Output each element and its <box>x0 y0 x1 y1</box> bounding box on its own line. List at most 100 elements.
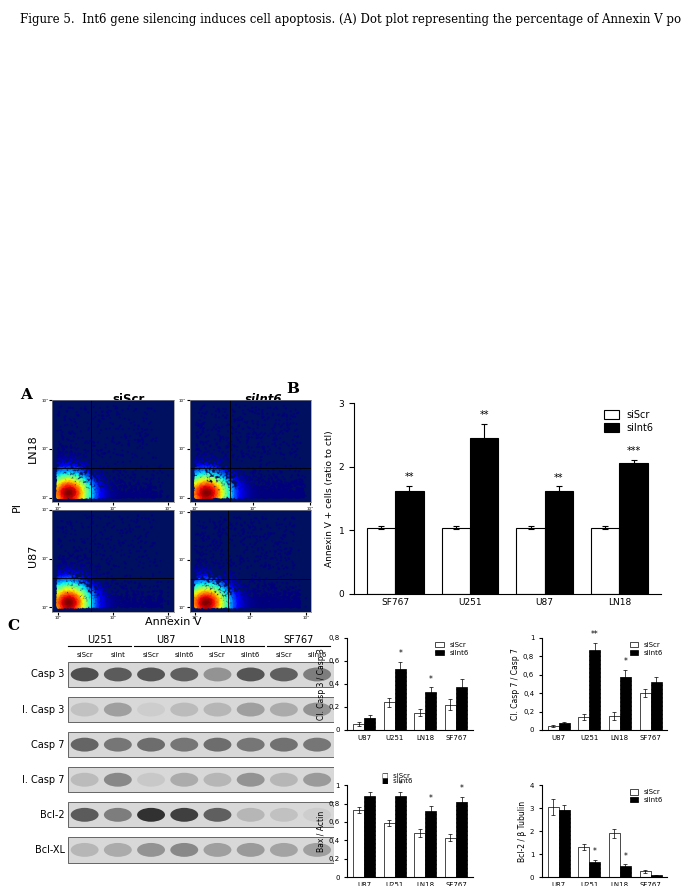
Bar <box>456 688 467 730</box>
Bar <box>548 727 558 730</box>
Bar <box>650 875 661 877</box>
Ellipse shape <box>104 667 132 681</box>
Ellipse shape <box>71 808 99 821</box>
Ellipse shape <box>303 738 331 751</box>
Ellipse shape <box>71 738 99 751</box>
Text: siScr: siScr <box>112 392 145 406</box>
Text: *: * <box>624 657 627 666</box>
Y-axis label: Cl. Casp 3 / Casp 3: Cl. Casp 3 / Casp 3 <box>317 648 326 719</box>
Bar <box>589 862 601 877</box>
Text: Figure 5.  Int6 gene silencing induces cell apoptosis. (A) Dot plot representing: Figure 5. Int6 gene silencing induces ce… <box>20 13 681 27</box>
Text: *: * <box>429 675 433 684</box>
Bar <box>426 811 437 877</box>
Text: siInt6: siInt6 <box>244 392 282 406</box>
Ellipse shape <box>137 773 165 787</box>
Ellipse shape <box>170 808 198 821</box>
Bar <box>353 810 364 877</box>
Bar <box>445 837 456 877</box>
Text: ***: *** <box>627 447 641 456</box>
Bar <box>620 677 631 730</box>
Text: Bcl-2: Bcl-2 <box>40 810 65 820</box>
Ellipse shape <box>104 843 132 857</box>
Text: U251: U251 <box>86 635 112 645</box>
Ellipse shape <box>237 808 265 821</box>
Bar <box>364 797 375 877</box>
Bar <box>68 767 334 792</box>
Text: *: * <box>460 784 464 794</box>
Ellipse shape <box>204 808 232 821</box>
Ellipse shape <box>137 808 165 821</box>
Ellipse shape <box>303 773 331 787</box>
Bar <box>609 716 620 730</box>
Ellipse shape <box>204 843 232 857</box>
Y-axis label: Bax / Actin: Bax / Actin <box>317 811 326 851</box>
Text: **: ** <box>405 472 414 482</box>
Text: *: * <box>593 847 597 856</box>
Ellipse shape <box>137 667 165 681</box>
Text: U87: U87 <box>28 545 38 567</box>
Ellipse shape <box>204 738 232 751</box>
Bar <box>620 463 648 594</box>
Ellipse shape <box>71 843 99 857</box>
Bar <box>609 834 620 877</box>
Ellipse shape <box>270 667 298 681</box>
Bar <box>639 872 650 877</box>
Text: B: B <box>287 382 300 395</box>
Bar <box>395 491 424 594</box>
Ellipse shape <box>237 773 265 787</box>
Bar <box>545 491 573 594</box>
Ellipse shape <box>71 773 99 787</box>
Ellipse shape <box>270 808 298 821</box>
Bar <box>68 802 334 828</box>
Text: **: ** <box>554 472 564 483</box>
Ellipse shape <box>71 703 99 717</box>
Bar <box>456 802 467 877</box>
Text: Annexin V: Annexin V <box>146 617 202 626</box>
Text: *: * <box>624 851 627 860</box>
Ellipse shape <box>270 843 298 857</box>
Bar <box>414 833 426 877</box>
Bar <box>445 704 456 730</box>
Text: *: * <box>398 649 402 658</box>
Ellipse shape <box>303 808 331 821</box>
Text: □  siScr: □ siScr <box>383 772 411 778</box>
Bar <box>383 823 395 877</box>
Ellipse shape <box>170 843 198 857</box>
Bar <box>639 693 650 730</box>
Ellipse shape <box>137 738 165 751</box>
Y-axis label: Cl. Casp 7 / Casp 7: Cl. Casp 7 / Casp 7 <box>511 648 520 719</box>
Text: SF767: SF767 <box>284 635 314 645</box>
Bar <box>353 724 364 730</box>
Bar <box>68 732 334 758</box>
Bar <box>650 682 661 730</box>
Text: *: * <box>429 794 433 803</box>
Text: **: ** <box>591 630 599 639</box>
Text: *: * <box>398 780 402 789</box>
Text: siInt: siInt <box>110 652 125 658</box>
Text: siScr: siScr <box>143 652 159 658</box>
Bar <box>395 797 406 877</box>
Bar <box>558 811 570 877</box>
Bar <box>364 719 375 730</box>
Ellipse shape <box>237 703 265 717</box>
Y-axis label: Bcl-2 / β Tubulin: Bcl-2 / β Tubulin <box>518 801 527 862</box>
Bar <box>68 662 334 688</box>
Ellipse shape <box>237 738 265 751</box>
Text: **: ** <box>479 410 489 420</box>
Ellipse shape <box>104 738 132 751</box>
Ellipse shape <box>104 773 132 787</box>
Text: PI: PI <box>12 502 22 512</box>
Ellipse shape <box>303 843 331 857</box>
Bar <box>558 724 570 730</box>
Ellipse shape <box>170 667 198 681</box>
Ellipse shape <box>237 667 265 681</box>
Bar <box>548 807 558 877</box>
Bar <box>68 697 334 722</box>
Ellipse shape <box>204 667 232 681</box>
Y-axis label: Annexin V + cells (ratio to ctl): Annexin V + cells (ratio to ctl) <box>326 430 334 567</box>
Legend: siScr, siInt6: siScr, siInt6 <box>629 641 664 657</box>
Text: ■  siInt6: ■ siInt6 <box>383 778 413 784</box>
Bar <box>591 527 620 594</box>
Bar <box>470 438 498 594</box>
Text: I. Casp 7: I. Casp 7 <box>22 774 65 785</box>
